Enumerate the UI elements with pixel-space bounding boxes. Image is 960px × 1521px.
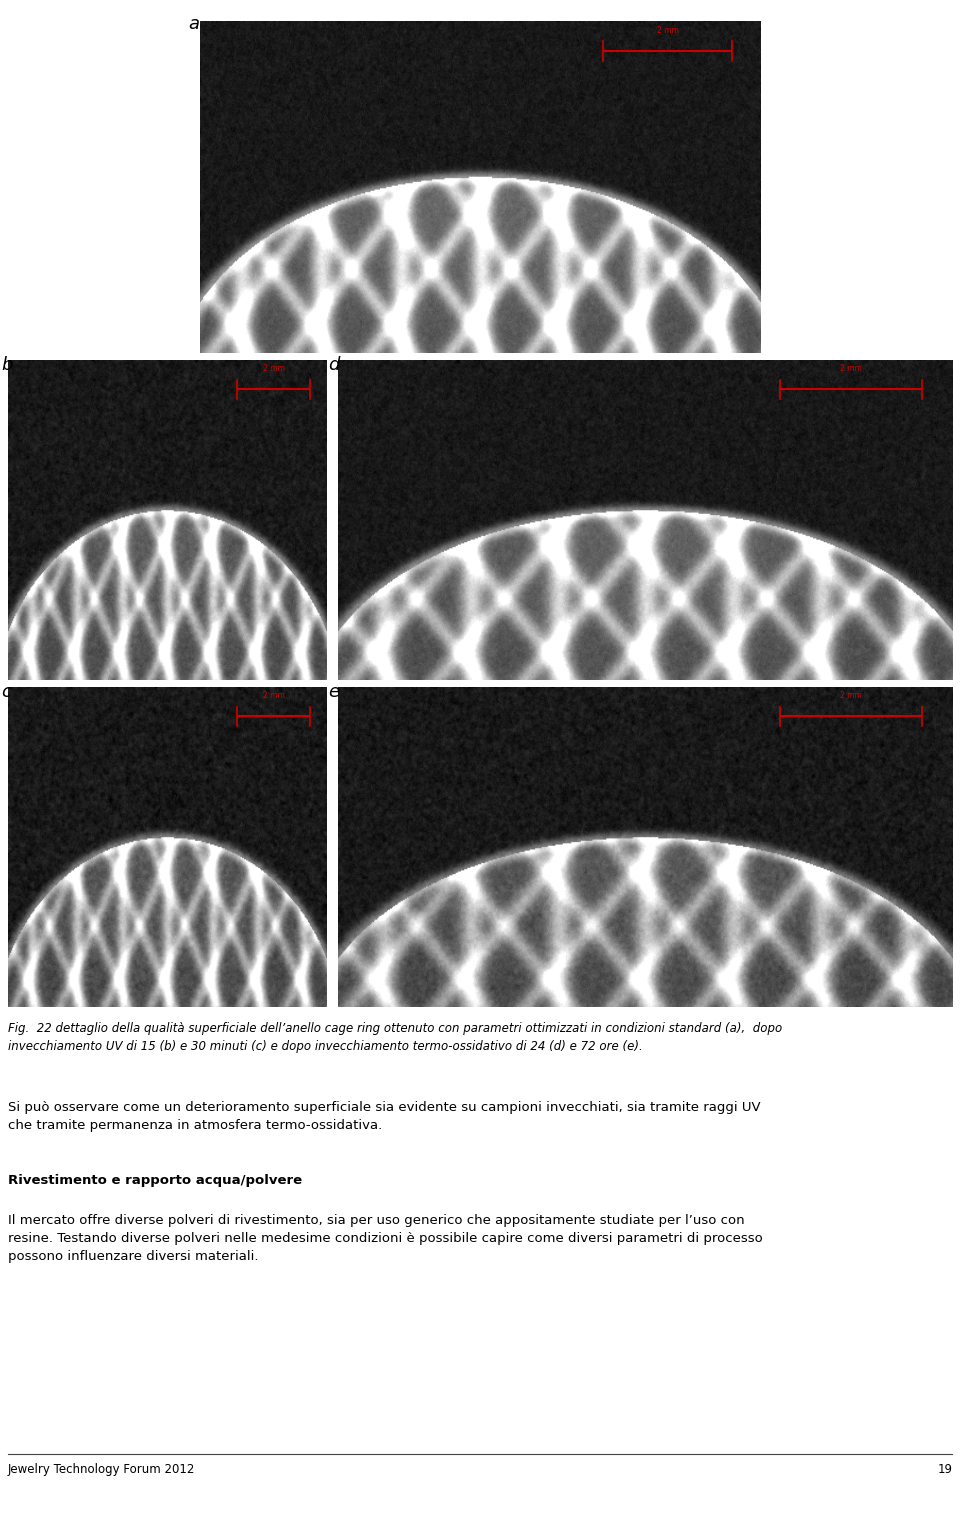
Text: e: e <box>328 683 340 701</box>
Text: 2 mm: 2 mm <box>263 364 285 373</box>
Text: Rivestimento e rapporto acqua/polvere: Rivestimento e rapporto acqua/polvere <box>8 1174 301 1188</box>
Text: c: c <box>1 683 11 701</box>
Text: 2 mm: 2 mm <box>840 364 862 373</box>
Text: Jewelry Technology Forum 2012: Jewelry Technology Forum 2012 <box>8 1463 195 1477</box>
Text: Il mercato offre diverse polveri di rivestimento, sia per uso generico che appos: Il mercato offre diverse polveri di rive… <box>8 1214 762 1262</box>
Text: Fig.  22 dettaglio della qualità superficiale dell’anello cage ring ottenuto con: Fig. 22 dettaglio della qualità superfic… <box>8 1022 782 1053</box>
Text: 19: 19 <box>937 1463 952 1477</box>
Text: 2 mm: 2 mm <box>657 26 679 35</box>
Text: d: d <box>328 356 340 374</box>
Text: 2 mm: 2 mm <box>263 691 285 700</box>
Text: Si può osservare come un deterioramento superficiale sia evidente su campioni in: Si può osservare come un deterioramento … <box>8 1101 760 1132</box>
Text: b: b <box>1 356 12 374</box>
Text: a: a <box>188 15 199 33</box>
Text: 2 mm: 2 mm <box>840 691 862 700</box>
